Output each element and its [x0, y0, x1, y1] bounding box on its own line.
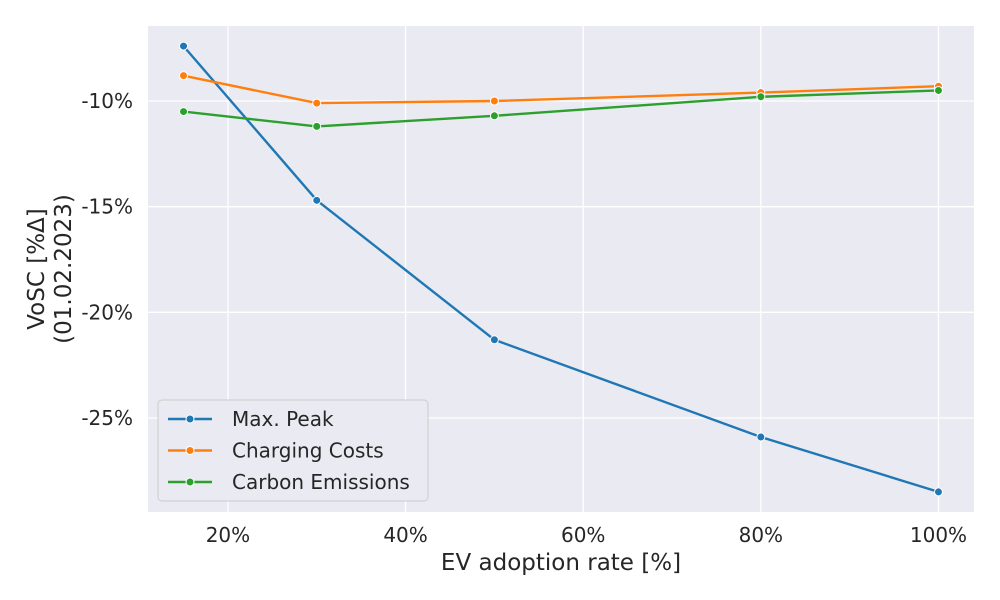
legend-label: Charging Costs: [232, 439, 384, 463]
data-point: [312, 121, 322, 131]
legend-label: Max. Peak: [232, 407, 334, 431]
y-tick-labels: -10% -15% -20% -25%: [81, 89, 133, 430]
x-tick-label: 100%: [910, 523, 967, 547]
y-tick-label: -15%: [81, 195, 133, 219]
data-point: [933, 487, 943, 497]
y-tick-label: -25%: [81, 406, 133, 430]
data-point: [489, 96, 499, 106]
legend-marker: [185, 446, 195, 455]
data-point: [312, 98, 322, 108]
legend-item: Charging Costs: [168, 439, 384, 463]
legend-item: Max. Peak: [168, 407, 334, 431]
x-axis-label: EV adoption rate [%]: [441, 550, 681, 576]
x-tick-labels: 20% 40% 60% 80% 100%: [206, 523, 967, 547]
legend-items: Max. Peak Charging Costs Carbon Emissions: [168, 407, 410, 494]
legend-marker: [185, 477, 195, 487]
data-point: [933, 85, 943, 95]
data-point: [312, 195, 322, 205]
data-point: [179, 71, 189, 81]
series-max-peak: [179, 41, 943, 497]
data-point: [179, 41, 189, 51]
data-point: [489, 111, 499, 121]
y-tick-label: -20%: [81, 300, 133, 324]
x-tick-label: 20%: [206, 523, 250, 547]
series-carbon-emissions: [179, 85, 943, 131]
legend-item: Carbon Emissions: [168, 470, 410, 494]
legend-label: Carbon Emissions: [232, 470, 410, 494]
y-axis-label-line-1: VoSC [%Δ]: [24, 208, 50, 330]
y-axis-label-line-2: (01.02.2023): [51, 194, 77, 344]
data-point: [756, 432, 766, 442]
legend: Max. Peak Charging Costs Carbon Emissions: [157, 399, 429, 502]
data-point: [179, 107, 189, 117]
data-point: [489, 335, 499, 345]
x-tick-label: 60%: [561, 523, 605, 547]
y-tick-label: -10%: [81, 89, 133, 113]
data-point: [756, 92, 766, 102]
x-tick-label: 80%: [739, 523, 783, 547]
x-tick-label: 40%: [383, 523, 427, 547]
legend-marker: [185, 414, 195, 424]
legend-box: [157, 399, 429, 502]
y-axis-label: VoSC [%Δ] (01.02.2023): [24, 194, 77, 344]
series-lines: [179, 41, 943, 497]
